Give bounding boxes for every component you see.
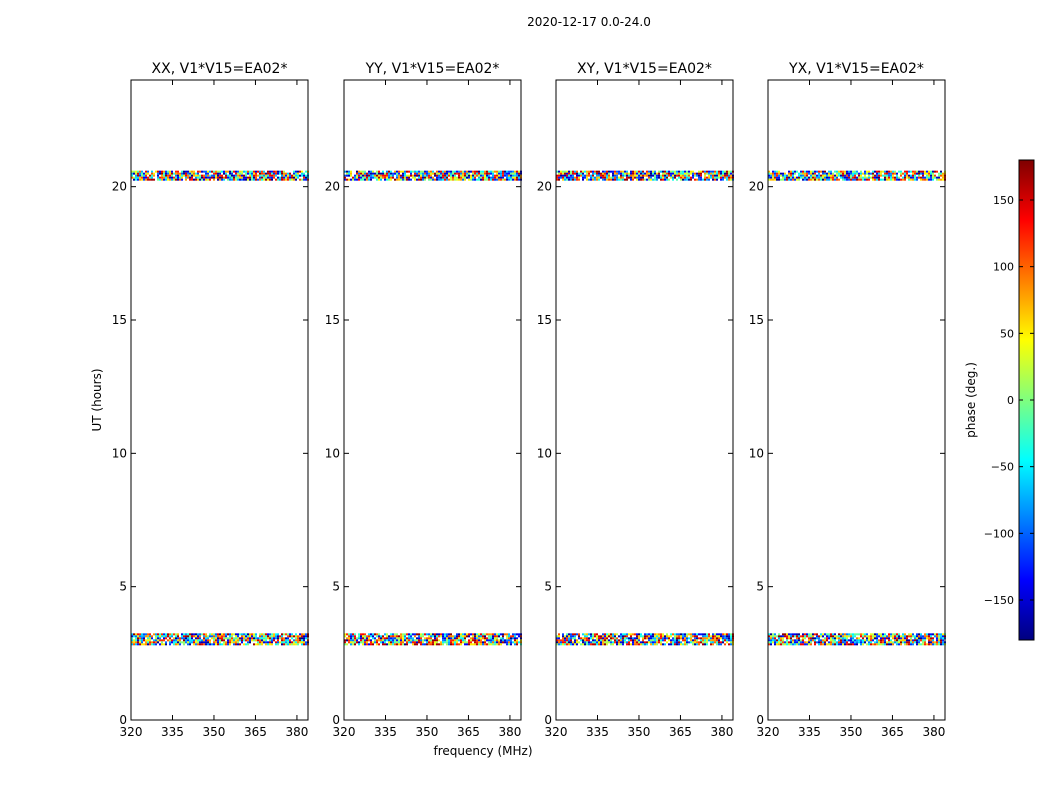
x-tick-label: 335: [798, 725, 821, 739]
panel-1: YY, V1*V15=EA02* 320 335 350 365 380 0 5 10 15 20: [325, 61, 522, 739]
y-tick-label: 0: [544, 713, 552, 727]
panel-frame: [343, 79, 522, 721]
y-tick-label: 5: [756, 580, 764, 594]
y-tick-label: 10: [112, 446, 127, 460]
colorbar-tick-label: 100: [993, 261, 1014, 274]
x-tick-label: 365: [881, 725, 904, 739]
colorbar-tick-label: −50: [991, 461, 1014, 474]
panel-frame: [130, 79, 309, 721]
panel-3: YX, V1*V15=EA02* 320 335 350 365 380 0 5 10 15 20: [749, 61, 946, 739]
x-tick-label: 380: [285, 725, 308, 739]
x-tick-label: 350: [203, 725, 226, 739]
x-tick-label: 380: [498, 725, 521, 739]
x-tick-label: 350: [416, 725, 439, 739]
y-tick-label: 0: [119, 713, 127, 727]
y-tick-label: 5: [332, 580, 340, 594]
panel-frame: [555, 79, 734, 721]
x-tick-label: 320: [757, 725, 780, 739]
y-tick-label: 20: [112, 180, 127, 194]
panels: XX, V1*V15=EA02*320 335 350 365 38005101520Y…: [112, 61, 946, 739]
colorbar-tick-label: −100: [984, 527, 1014, 540]
y-tick-label: 5: [119, 580, 127, 594]
colorbar-tick-label: 50: [1000, 327, 1014, 340]
data-band-0: [556, 633, 734, 646]
panel-title: YY, V1*V15=EA02*: [365, 61, 500, 77]
panel-title: XX, V1*V15=EA02*: [152, 61, 288, 77]
x-tick-label: 320: [333, 725, 356, 739]
y-tick-label: 10: [749, 446, 764, 460]
y-tick-label: 5: [544, 580, 552, 594]
data-band-0: [768, 633, 946, 646]
panel-0: XX, V1*V15=EA02* 320 335 350 365 380 0 5 10 15 20: [112, 61, 309, 739]
data-band-0: [344, 633, 522, 646]
data-band-1: [556, 170, 734, 181]
x-tick-label: 320: [545, 725, 568, 739]
x-tick-label: 335: [374, 725, 397, 739]
y-tick-label: 10: [537, 446, 552, 460]
y-tick-label: 0: [756, 713, 764, 727]
x-tick-label: 365: [457, 725, 480, 739]
y-tick-label: 10: [325, 446, 340, 460]
x-tick-label: 380: [922, 725, 945, 739]
data-band-1: [344, 170, 522, 181]
y-tick-label: 15: [112, 313, 127, 327]
data-band-0: [131, 633, 309, 646]
x-tick-label: 350: [628, 725, 651, 739]
colorbar-tick-label: 150: [993, 194, 1014, 207]
panel-title: XY, V1*V15=EA02*: [577, 61, 712, 77]
y-tick-label: 15: [325, 313, 340, 327]
y-tick-label: 20: [537, 180, 552, 194]
y-tick-label: 20: [749, 180, 764, 194]
colorbar: 150 100 50 0 −50 −100 −150 phase (deg.): [964, 159, 1035, 641]
panel-frame: [767, 79, 946, 721]
x-tick-label: 380: [710, 725, 733, 739]
colorbar-label: phase (deg.): [964, 362, 978, 438]
x-tick-label: 335: [586, 725, 609, 739]
colorbar-tick-label: −150: [984, 594, 1014, 607]
x-tick-label: 350: [840, 725, 863, 739]
x-tick-label: 365: [669, 725, 692, 739]
y-axis-label: UT (hours): [90, 368, 104, 431]
panel-2: XY, V1*V15=EA02* 320 335 350 365 380 0 5 10 15 20: [537, 61, 734, 739]
x-tick-label: 335: [161, 725, 184, 739]
colorbar-tick-label: 0: [1007, 394, 1014, 407]
y-tick-label: 20: [325, 180, 340, 194]
x-axis-label: frequency (MHz): [433, 744, 532, 758]
y-tick-label: 15: [537, 313, 552, 327]
data-band-1: [131, 170, 309, 181]
y-tick-label: 15: [749, 313, 764, 327]
figure-title: 2020-12-17 0.0-24.0: [527, 15, 651, 29]
x-tick-label: 365: [244, 725, 267, 739]
y-tick-label: 0: [332, 713, 340, 727]
panel-title: YX, V1*V15=EA02*: [788, 61, 924, 77]
x-tick-label: 320: [120, 725, 143, 739]
